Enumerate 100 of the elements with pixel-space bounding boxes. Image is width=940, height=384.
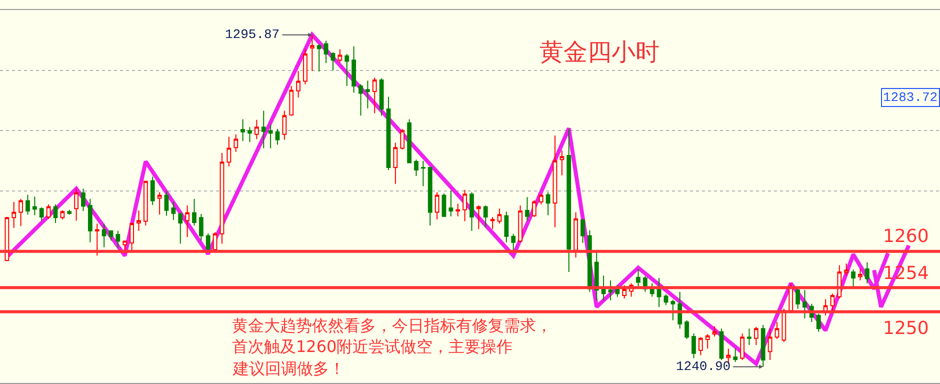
candlestick	[428, 167, 432, 226]
candlestick	[116, 230, 120, 248]
candlestick	[352, 46, 356, 94]
candlestick	[324, 40, 328, 64]
candlestick	[164, 190, 169, 216]
candlestick	[442, 192, 446, 218]
candlestick	[740, 333, 744, 361]
candlestick	[365, 80, 370, 109]
candlestick	[754, 326, 758, 346]
candlestick	[316, 44, 322, 72]
candlestick	[774, 322, 780, 340]
candlestick	[525, 196, 530, 222]
candlestick	[414, 159, 418, 176]
annotation: 黄金大趋势依然看多，今日指标有修复需求，	[232, 316, 552, 335]
candlestick	[511, 233, 516, 251]
candlestick	[594, 252, 599, 301]
candlestick	[552, 135, 558, 228]
candlestick	[698, 336, 703, 356]
candlestick	[136, 210, 141, 232]
candlestick	[26, 194, 30, 216]
candlestick	[372, 77, 377, 114]
candlestick	[150, 176, 155, 206]
candlestick	[782, 308, 786, 342]
candlestick	[830, 293, 835, 312]
candlestick	[796, 286, 800, 310]
candlestick	[344, 54, 350, 87]
candlestick	[497, 208, 502, 224]
candlestick	[400, 128, 405, 150]
candlestick	[664, 294, 668, 306]
candlestick	[504, 211, 509, 243]
candlestick	[538, 194, 544, 205]
annotation: 1295.87	[225, 27, 280, 42]
candlestick	[434, 192, 440, 220]
candlestick	[67, 209, 72, 216]
candlestick	[802, 290, 807, 319]
candlestick	[275, 128, 280, 146]
candlestick	[296, 70, 300, 98]
candlestick	[206, 232, 210, 253]
candlestick	[518, 205, 522, 243]
candlestick	[733, 348, 738, 362]
candlestick	[53, 204, 58, 224]
candlestick	[587, 230, 592, 292]
candlestick	[407, 118, 412, 164]
candlestick	[462, 189, 467, 222]
candlestick	[248, 126, 252, 143]
candlestick	[448, 190, 454, 217]
candlestick	[212, 232, 218, 252]
candlestick	[760, 324, 766, 368]
candlestick	[705, 334, 710, 350]
annotation: 1283.72	[883, 90, 938, 105]
candlestick	[289, 86, 294, 116]
candlestick	[220, 152, 224, 244]
candlestick	[719, 328, 724, 361]
candlestick	[768, 328, 772, 361]
candlestick	[226, 136, 232, 167]
candlestick	[580, 218, 585, 244]
text: 黄金四小时	[540, 38, 660, 66]
candlestick	[303, 48, 308, 85]
candlestick	[560, 150, 564, 176]
annotation: 首次触及1260附近尝试做空，主要操作	[232, 337, 513, 356]
candlestick	[532, 200, 536, 218]
candlestick	[566, 128, 572, 272]
candlestick	[670, 299, 676, 321]
annotation: 建议回调做多！	[232, 359, 345, 378]
candlestick	[338, 48, 342, 64]
ref-line-label: 1250	[883, 318, 929, 339]
candlestick	[490, 216, 495, 230]
candlestick	[39, 206, 44, 222]
candlestick	[18, 198, 24, 227]
annotation: 1240.90	[676, 359, 731, 374]
candlestick	[636, 268, 640, 288]
candlestick	[622, 284, 627, 299]
candlestick	[81, 188, 86, 212]
candlestick	[692, 333, 696, 359]
candlestick	[393, 142, 398, 184]
candlestick	[60, 210, 65, 220]
candlestick	[261, 110, 266, 149]
candlestick	[574, 212, 578, 258]
candlestick	[74, 188, 79, 222]
candlestick	[712, 326, 717, 338]
candlestick	[650, 282, 654, 298]
candlestick	[234, 134, 238, 152]
candlestick	[483, 205, 488, 228]
candlestick	[858, 268, 862, 281]
candlestick	[192, 198, 196, 226]
candlestick	[143, 180, 148, 226]
candlestick	[864, 262, 870, 284]
candlestick	[32, 196, 37, 216]
candlestick	[46, 204, 51, 220]
candlestick	[171, 201, 176, 221]
candlestick	[608, 280, 613, 301]
candlestick	[420, 160, 426, 187]
candlestick	[310, 34, 314, 72]
candlestick	[94, 223, 100, 256]
candlestick	[268, 124, 273, 149]
candlestick	[476, 205, 481, 230]
candlestick	[684, 320, 689, 340]
candlestick	[358, 84, 363, 116]
candlestick	[185, 205, 190, 238]
candlestick	[198, 214, 204, 242]
